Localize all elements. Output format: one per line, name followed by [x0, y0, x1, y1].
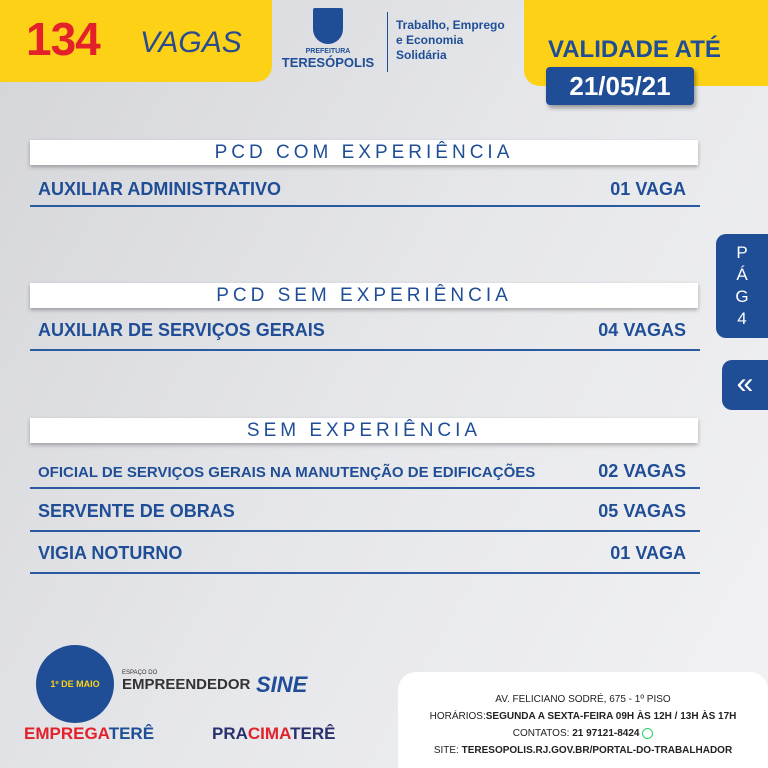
logo-part: EMPREGA	[24, 724, 109, 743]
job-title: AUXILIAR ADMINISTRATIVO	[38, 179, 281, 199]
job-title: VIGIA NOTURNO	[38, 543, 183, 563]
section-header: PCD COM EXPERIÊNCIA	[30, 140, 698, 165]
job-title: OFICIAL DE SERVIÇOS GERAIS NA MANUTENÇÃO…	[38, 464, 536, 481]
logo-part: CIMA	[247, 724, 291, 743]
hours-value: SEGUNDA A SEXTA-FEIRA 09H ÀS 12H / 13H À…	[485, 711, 737, 722]
vagas-label: VAGAS	[140, 26, 242, 59]
row-divider	[30, 205, 700, 207]
job-row: AUXILIAR DE SERVIÇOS GERAIS 04 VAGAS	[38, 320, 698, 348]
job-row: AUXILIAR ADMINISTRATIVO 01 VAGA	[38, 179, 698, 207]
contact-phone: 21 97121-8424	[572, 728, 640, 739]
page-letter: Á	[736, 265, 748, 284]
dept-line: Solidária	[396, 48, 447, 62]
row-divider	[30, 530, 700, 532]
job-count: 134	[26, 13, 101, 65]
job-row: SERVENTE DE OBRAS 05 VAGAS	[38, 501, 698, 529]
department-name: Trabalho, Emprego e Economia Solidária	[396, 18, 505, 63]
logo-part: TERÊ	[290, 724, 336, 743]
header-count-panel	[0, 0, 272, 82]
dept-line: e Economia	[396, 33, 464, 47]
divider	[387, 12, 388, 72]
job-vacancies: 01 VAGA	[610, 543, 686, 563]
pracimatere-logo: PRACIMATERÊ	[212, 724, 335, 744]
double-chevron-left-icon: «	[736, 367, 754, 400]
page-letter: G	[735, 287, 749, 306]
section-header: PCD SEM EXPERIÊNCIA	[30, 283, 698, 308]
hours: HORÁRIOS:SEGUNDA A SEXTA-FEIRA 09H ÀS 12…	[398, 708, 768, 725]
contact-label: CONTATOS:	[512, 728, 573, 739]
job-vacancies: 05 VAGAS	[598, 501, 686, 521]
job-vacancies: 01 VAGA	[610, 179, 686, 199]
validity-label: VALIDADE ATÉ	[548, 36, 721, 63]
address: AV. FELICIANO SODRÉ, 675 - 1º PISO	[495, 694, 671, 705]
contact-info-box: AV. FELICIANO SODRÉ, 675 - 1º PISO HORÁR…	[398, 672, 768, 768]
page-number: 4	[737, 309, 747, 328]
primeiro-de-maio-logo: 1º DE MAIO	[36, 645, 114, 723]
dept-line: Trabalho, Emprego	[396, 18, 505, 32]
crest-icon	[313, 8, 343, 44]
logo-name: TERESÓPOLIS	[281, 55, 375, 70]
job-title: AUXILIAR DE SERVIÇOS GERAIS	[38, 320, 325, 340]
site: SITE: TERESOPOLIS.RJ.GOV.BR/PORTAL-DO-TR…	[398, 742, 768, 759]
logo-part: TERÊ	[108, 724, 155, 743]
row-divider	[30, 349, 700, 351]
contacts: CONTATOS: 21 97121-8424	[398, 725, 768, 742]
logo-part: PRA	[212, 724, 248, 743]
prefeitura-logo: PREFEITURA TERESÓPOLIS	[280, 8, 376, 74]
row-divider	[30, 487, 700, 489]
job-vacancies: 04 VAGAS	[598, 320, 686, 340]
sine-logo: SINE	[256, 672, 308, 697]
hours-label: HORÁRIOS:	[429, 711, 486, 722]
job-row: OFICIAL DE SERVIÇOS GERAIS NA MANUTENÇÃO…	[38, 461, 698, 489]
validity-date: 21/05/21	[546, 67, 694, 105]
espaco-empreendedor-logo: ESPAÇO DO EMPREENDEDOR	[122, 670, 250, 693]
site-label: SITE:	[433, 745, 462, 756]
job-vacancies: 02 VAGAS	[598, 461, 686, 481]
row-divider	[30, 572, 700, 574]
empregatere-logo: EMPREGATERÊ	[24, 724, 154, 744]
previous-page-button[interactable]: «	[722, 360, 768, 410]
logo-top: PREFEITURA	[305, 48, 351, 55]
page-indicator-tab[interactable]: P Á G 4	[716, 234, 768, 338]
whatsapp-icon	[642, 727, 654, 739]
job-row: VIGIA NOTURNO 01 VAGA	[38, 543, 698, 571]
site-link[interactable]: TERESOPOLIS.RJ.GOV.BR/PORTAL-DO-TRABALHA…	[461, 745, 733, 756]
page-letter: P	[736, 243, 748, 262]
job-title: SERVENTE DE OBRAS	[38, 501, 235, 521]
emp-text: EMPREENDEDOR	[122, 676, 251, 693]
section-header: SEM EXPERIÊNCIA	[30, 418, 698, 443]
emp-small: ESPAÇO DO	[122, 670, 158, 676]
